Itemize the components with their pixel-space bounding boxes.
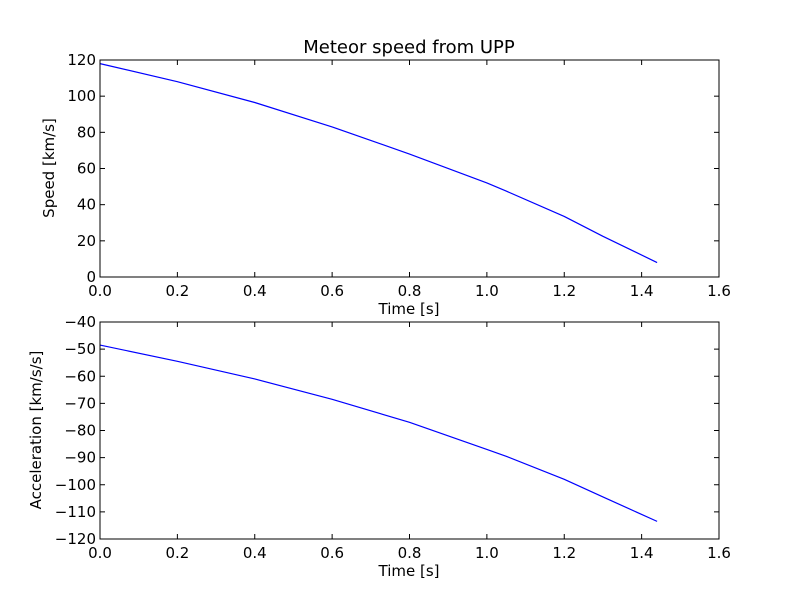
acceleration-x-tick-label: 1.4 — [630, 544, 654, 562]
speed-x-tick-label: 0.8 — [398, 282, 422, 300]
acceleration-y-tick-label: −60 — [64, 367, 96, 385]
speed-plot: 0.0 0.2 0.4 0.6 0.8 1.0 1.2 1.4 1.6 0 20 40 60 80 100 1… — [67, 51, 731, 300]
speed-series-line-0 — [99, 63, 658, 264]
speed-y-tick-label: 60 — [77, 160, 96, 178]
speed-axes-frame — [99, 59, 720, 278]
acceleration-y-tick-label: −100 — [55, 476, 96, 494]
acceleration-x-tick-label: 1.0 — [475, 544, 499, 562]
acceleration-x-tick-label: 0.2 — [165, 544, 189, 562]
speed-x-axis-label: Time [s] — [378, 300, 440, 318]
acceleration-y-tick-label: −40 — [64, 313, 96, 331]
acceleration-x-tick-label: 0.0 — [88, 544, 112, 562]
speed-chart: Meteor speed from UPP 0.0 0.2 0.4 0.6 0.8 1.0… — [40, 37, 731, 318]
speed-chart-title: Meteor speed from UPP — [303, 37, 515, 58]
speed-y-axis-label: Speed [km/s] — [40, 118, 58, 218]
acceleration-x-tick-label: 1.6 — [707, 544, 731, 562]
speed-y-tick-label: 120 — [67, 51, 96, 69]
speed-x-tick-label: 0.4 — [243, 282, 267, 300]
speed-x-tick-label: 0.2 — [165, 282, 189, 300]
speed-x-tick-label: 0.0 — [88, 282, 112, 300]
speed-y-tick-label: 20 — [77, 232, 96, 250]
acceleration-y-tick-label: −90 — [64, 449, 96, 467]
acceleration-x-tick-label: 0.6 — [320, 544, 344, 562]
acceleration-chart: 0.0 0.2 0.4 0.6 0.8 1.0 1.2 1.4 1.6 −120 −110 −100 −… — [27, 313, 731, 580]
acceleration-y-tick-label: −80 — [64, 422, 96, 440]
speed-y-tick-label: 40 — [77, 196, 96, 214]
acceleration-y-tick-label: −70 — [64, 394, 96, 412]
speed-x-tick-label: 1.4 — [630, 282, 654, 300]
acceleration-y-tick-label: −50 — [64, 340, 96, 358]
speed-y-tick-label: 100 — [67, 87, 96, 105]
acceleration-y-axis-label: Acceleration [km/s/s] — [27, 351, 45, 510]
speed-x-tick-label: 1.6 — [707, 282, 731, 300]
speed-x-tick-label: 1.2 — [552, 282, 576, 300]
speed-x-tick-label: 1.0 — [475, 282, 499, 300]
acceleration-axes-frame — [99, 321, 720, 540]
speed-y-tick-label: 80 — [77, 123, 96, 141]
acceleration-x-tick-label: 0.8 — [398, 544, 422, 562]
acceleration-x-tick-label: 0.4 — [243, 544, 267, 562]
acceleration-x-axis-label: Time [s] — [378, 562, 440, 580]
speed-y-tick-label: 0 — [86, 268, 96, 286]
acceleration-y-tick-label: −120 — [55, 530, 96, 548]
acceleration-y-tick-label: −110 — [55, 503, 96, 521]
acceleration-plot: 0.0 0.2 0.4 0.6 0.8 1.0 1.2 1.4 1.6 −120 −110 −100 −… — [55, 313, 731, 562]
acceleration-x-tick-label: 1.2 — [552, 544, 576, 562]
acceleration-series-line-0 — [99, 344, 658, 522]
speed-x-tick-label: 0.6 — [320, 282, 344, 300]
